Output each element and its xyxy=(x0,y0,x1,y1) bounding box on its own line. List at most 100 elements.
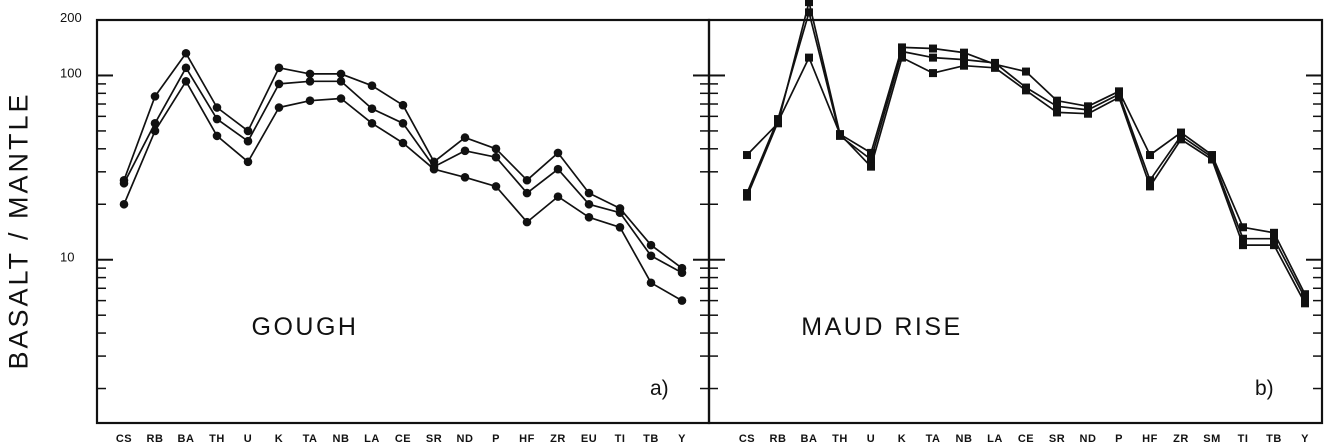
data-point xyxy=(805,0,813,7)
data-point xyxy=(1301,299,1309,308)
series-line-2 xyxy=(123,66,683,274)
data-point xyxy=(553,192,563,201)
data-point xyxy=(929,44,937,53)
x-tick-label: CE xyxy=(395,433,411,445)
data-point xyxy=(429,164,439,174)
data-point xyxy=(367,119,377,128)
x-tick-label: TA xyxy=(926,433,941,445)
data-point xyxy=(960,61,968,70)
panel-title: MAUD RISE xyxy=(801,313,962,341)
data-point xyxy=(805,53,813,62)
data-point xyxy=(584,212,594,222)
data-point xyxy=(743,151,751,160)
data-point xyxy=(336,94,346,103)
x-tick-label: TB xyxy=(1266,433,1282,445)
data-point xyxy=(743,192,751,201)
data-point xyxy=(584,199,594,209)
data-point xyxy=(774,117,782,126)
data-point xyxy=(212,103,222,112)
data-point xyxy=(243,126,253,136)
x-tick-label: CS xyxy=(116,433,132,445)
data-point xyxy=(336,69,346,79)
panel-letter: b) xyxy=(1255,377,1274,400)
data-point xyxy=(805,8,813,17)
panel-letter: a) xyxy=(650,377,669,400)
x-tick-label: BA xyxy=(801,433,818,445)
data-point xyxy=(615,208,625,217)
data-point xyxy=(929,69,937,78)
data-point xyxy=(398,100,408,110)
x-tick-label: TI xyxy=(615,433,626,445)
x-tick-label: LA xyxy=(364,433,380,445)
data-point xyxy=(1084,109,1092,118)
data-point xyxy=(646,240,656,250)
x-tick-label: LA xyxy=(987,433,1003,445)
data-point xyxy=(274,103,284,112)
data-point xyxy=(1301,293,1309,302)
data-point xyxy=(960,48,968,57)
data-point xyxy=(119,199,129,209)
x-tick-label: NB xyxy=(956,433,973,445)
x-tick-label: Y xyxy=(678,433,686,445)
data-point xyxy=(677,268,687,278)
x-tick-label: SR xyxy=(426,433,442,445)
data-point xyxy=(491,182,501,191)
data-point xyxy=(1053,102,1061,111)
data-point xyxy=(960,55,968,64)
data-point xyxy=(119,178,129,188)
data-point xyxy=(1053,108,1061,117)
data-point xyxy=(1270,241,1278,250)
data-point xyxy=(1146,176,1154,185)
y-tick-label: 10 xyxy=(60,250,74,265)
data-point xyxy=(460,146,470,156)
x-tick-label: NB xyxy=(333,433,350,445)
x-tick-label: ND xyxy=(457,433,474,445)
data-point xyxy=(367,81,377,90)
x-tick-label: HF xyxy=(1142,433,1158,445)
data-point xyxy=(212,131,222,141)
x-tick-label: SM xyxy=(1203,433,1221,445)
x-tick-label: ZR xyxy=(1173,433,1189,445)
data-point xyxy=(553,148,563,158)
data-point xyxy=(522,217,532,227)
panel-title: GOUGH xyxy=(252,313,359,341)
data-point xyxy=(553,164,563,174)
x-tick-label: K xyxy=(275,433,283,445)
data-point xyxy=(522,175,532,185)
x-tick-label: TI xyxy=(1238,433,1249,445)
data-point xyxy=(1146,151,1154,160)
data-point xyxy=(867,155,875,164)
data-point xyxy=(522,188,532,198)
data-point xyxy=(898,53,906,62)
data-point xyxy=(646,251,656,261)
data-point xyxy=(991,58,999,67)
data-point xyxy=(367,104,377,114)
data-point xyxy=(615,222,625,232)
data-point xyxy=(460,173,470,182)
data-point xyxy=(181,48,191,58)
data-point xyxy=(243,157,253,167)
x-tick-label: TH xyxy=(832,433,848,445)
y-tick-label: 200 xyxy=(60,10,82,25)
x-tick-label: ND xyxy=(1080,433,1097,445)
x-tick-label: U xyxy=(244,433,252,445)
panel-frame xyxy=(707,18,1324,425)
series-line-1 xyxy=(123,52,683,269)
data-point xyxy=(1053,96,1061,105)
series-line-2 xyxy=(746,11,1306,299)
data-point xyxy=(1208,155,1216,164)
data-point xyxy=(1177,135,1185,144)
data-point xyxy=(1270,228,1278,237)
x-tick-label: EU xyxy=(581,433,597,445)
y-tick-label: 100 xyxy=(60,65,82,80)
data-point xyxy=(305,96,315,105)
data-point xyxy=(181,76,191,86)
x-tick-label: SR xyxy=(1049,433,1065,445)
data-point xyxy=(646,278,656,288)
data-point xyxy=(150,119,160,128)
data-point xyxy=(867,162,875,171)
data-point xyxy=(460,133,470,142)
x-tick-label: CS xyxy=(739,433,755,445)
